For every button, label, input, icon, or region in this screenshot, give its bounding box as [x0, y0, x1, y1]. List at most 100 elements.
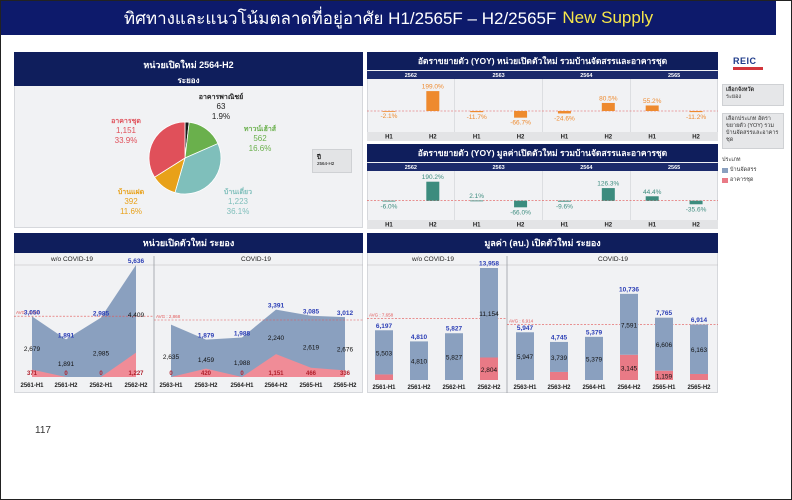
value-condo-bar-7 [620, 354, 638, 380]
yoy-bar-6 [645, 105, 659, 111]
units-avg-label-right: AVG : 2,868 [156, 314, 181, 319]
units-housing-label-7: 2,240 [268, 335, 285, 342]
pie-label-name-3: บ้านแฝด [118, 187, 145, 196]
value-condo-bar-5 [550, 371, 568, 380]
units-period-label-8: 2565-H1 [299, 383, 323, 389]
legend-label-housing: บ้านจัดสรร [730, 167, 757, 173]
yoy-bar-7 [689, 111, 703, 113]
legend-swatch-housing [722, 167, 728, 173]
value-title: มูลค่า (ลบ.) เปิดตัวใหม่ ระยอง [367, 233, 718, 253]
yoy-bar-label-6: 55.2% [643, 98, 662, 105]
yoy-half-1: H2 [429, 135, 437, 141]
units-condo-label-0: 371 [27, 371, 38, 377]
pie-label-value-0: 63 [217, 102, 226, 111]
value-period-label-2: 2562-H1 [442, 385, 466, 391]
units-condo-label-2: 0 [99, 371, 103, 377]
value-housing-label-8: 6,606 [656, 342, 673, 349]
units-housing-label-6: 1,988 [234, 360, 251, 367]
type-legend: ประเภท บ้านจัดสรร อาคารชุด [722, 156, 784, 186]
value-period-label-8: 2565-H1 [652, 385, 676, 391]
yoy-bar-3 [514, 200, 528, 208]
units-period-label-2: 2562-H1 [89, 383, 113, 389]
value-housing-label-3: 11,154 [479, 311, 499, 318]
units-housing-label-0: 2,679 [24, 346, 41, 353]
pie-label-name-4: อาคารชุด [111, 118, 141, 125]
units-condo-label-7: 1,151 [268, 371, 284, 377]
units-right-label: COVID-19 [241, 256, 271, 263]
yoy-bar-6 [645, 196, 659, 201]
yoy-bar-1 [426, 181, 440, 201]
value-period-label-7: 2564-H2 [617, 385, 641, 391]
pie-label-pct-1: 16.6% [249, 144, 272, 153]
type-filter[interactable]: เลือกประเภท อัตราขยายตัว (YOY) รวมบ้านจั… [722, 113, 784, 149]
value-housing-bar-6 [585, 336, 603, 380]
units-period-label-0: 2561-H1 [20, 383, 44, 389]
value-period-label-5: 2563-H2 [547, 385, 571, 391]
value-housing-bar-5 [550, 341, 568, 372]
yoy-half-6: H1 [648, 223, 656, 229]
yoy-bar-1 [426, 91, 440, 111]
yoy-bar-label-5: 80.5% [599, 95, 618, 102]
yoy-year-row [367, 163, 718, 171]
yoy-bar-label-0: -6.0% [380, 203, 397, 210]
value-condo-label-7: 3,145 [621, 365, 638, 372]
yoy-bar-0 [382, 111, 396, 112]
page-title: ทิศทางและแนวโน้มตลาดที่อยู่อาศัย H1/2565… [1, 1, 776, 35]
reic-logo-bar [733, 67, 763, 70]
yoy-half-4: H1 [561, 135, 569, 141]
value-period-label-9: 2565-H2 [687, 385, 711, 391]
yoy-half-row [367, 132, 718, 141]
value-period-label-1: 2561-H2 [407, 385, 431, 391]
value-housing-label-5: 3,739 [551, 355, 568, 362]
units-condo-area-1 [171, 354, 345, 377]
yoy-year-0: 2562 [405, 165, 417, 171]
pie-label-name-0: อาคารพาณิชย์ [199, 92, 243, 101]
units-total-label-9: 3,012 [337, 310, 354, 317]
pie-slice-4 [148, 121, 186, 178]
province-filter[interactable]: เลือกจังหวัด ระยอง [722, 84, 784, 106]
page-number: 117 [35, 425, 51, 436]
yoy-year-2: 2564 [580, 165, 593, 171]
pie-label-pct-3: 11.6% [120, 207, 142, 216]
yoy-half-4: H1 [561, 223, 569, 229]
value-period-label-6: 2564-H1 [582, 385, 606, 391]
type-filter-text: เลือกประเภท อัตราขยายตัว (YOY) รวมบ้านจั… [726, 116, 779, 143]
units-period-label-9: 2565-H2 [333, 383, 357, 389]
units-condo-label-8: 466 [306, 371, 317, 377]
type-legend-title: ประเภท [722, 157, 741, 163]
yoy-bar-label-4: -24.6% [554, 115, 575, 122]
value-housing-bar-3 [480, 268, 498, 358]
yoy-bar-label-6: 44.4% [643, 189, 662, 196]
yoy-units-chart: 2562 2563 2564 2565 H1 H2 H1 H2 H1 H2 H1 H2 -2.1% 199… [367, 71, 718, 141]
units-condo-label-6: 0 [240, 371, 244, 377]
yoy-bar-5 [601, 188, 615, 201]
yoy-bar-0 [382, 200, 396, 202]
yoy-year-0: 2562 [405, 73, 417, 79]
pie-slice-2 [174, 143, 222, 195]
units-title: หน่วยเปิดตัวใหม่ ระยอง [14, 233, 363, 253]
value-housing-bar-8 [655, 317, 673, 371]
yoy-bar-label-1: 190.2% [422, 174, 444, 181]
value-period-label-0: 2561-H1 [372, 385, 396, 391]
value-avg-label-right: AVG : 6,914 [509, 319, 534, 324]
value-condo-bar-8 [655, 370, 673, 380]
units-total-label-5: 1,879 [198, 333, 215, 340]
yoy-bar-label-5: 126.3% [597, 181, 619, 188]
yoy-bar-label-4: -9.6% [556, 204, 573, 211]
units-condo-area-0 [32, 352, 136, 377]
units-condo-label-3: 1,227 [128, 371, 144, 377]
value-period-label-3: 2562-H2 [477, 385, 501, 391]
value-housing-label-6: 5,379 [586, 356, 603, 363]
pie-label-pct-0: 1.9% [212, 112, 230, 121]
yoy-half-6: H1 [648, 135, 656, 141]
units-housing-label-2: 2,985 [93, 350, 110, 357]
units-period-label-7: 2564-H2 [264, 383, 288, 389]
yoy-bar-label-2: 2.1% [469, 193, 484, 200]
yoy-bar-label-1: 199.0% [422, 84, 444, 91]
pie-year-filter[interactable]: ปี 2564-H2 [312, 149, 352, 173]
yoy-year-1: 2563 [493, 73, 505, 79]
yoy-half-3: H2 [517, 223, 525, 229]
yoy-half-5: H2 [604, 135, 612, 141]
reic-logo-text: REIC [733, 56, 757, 66]
